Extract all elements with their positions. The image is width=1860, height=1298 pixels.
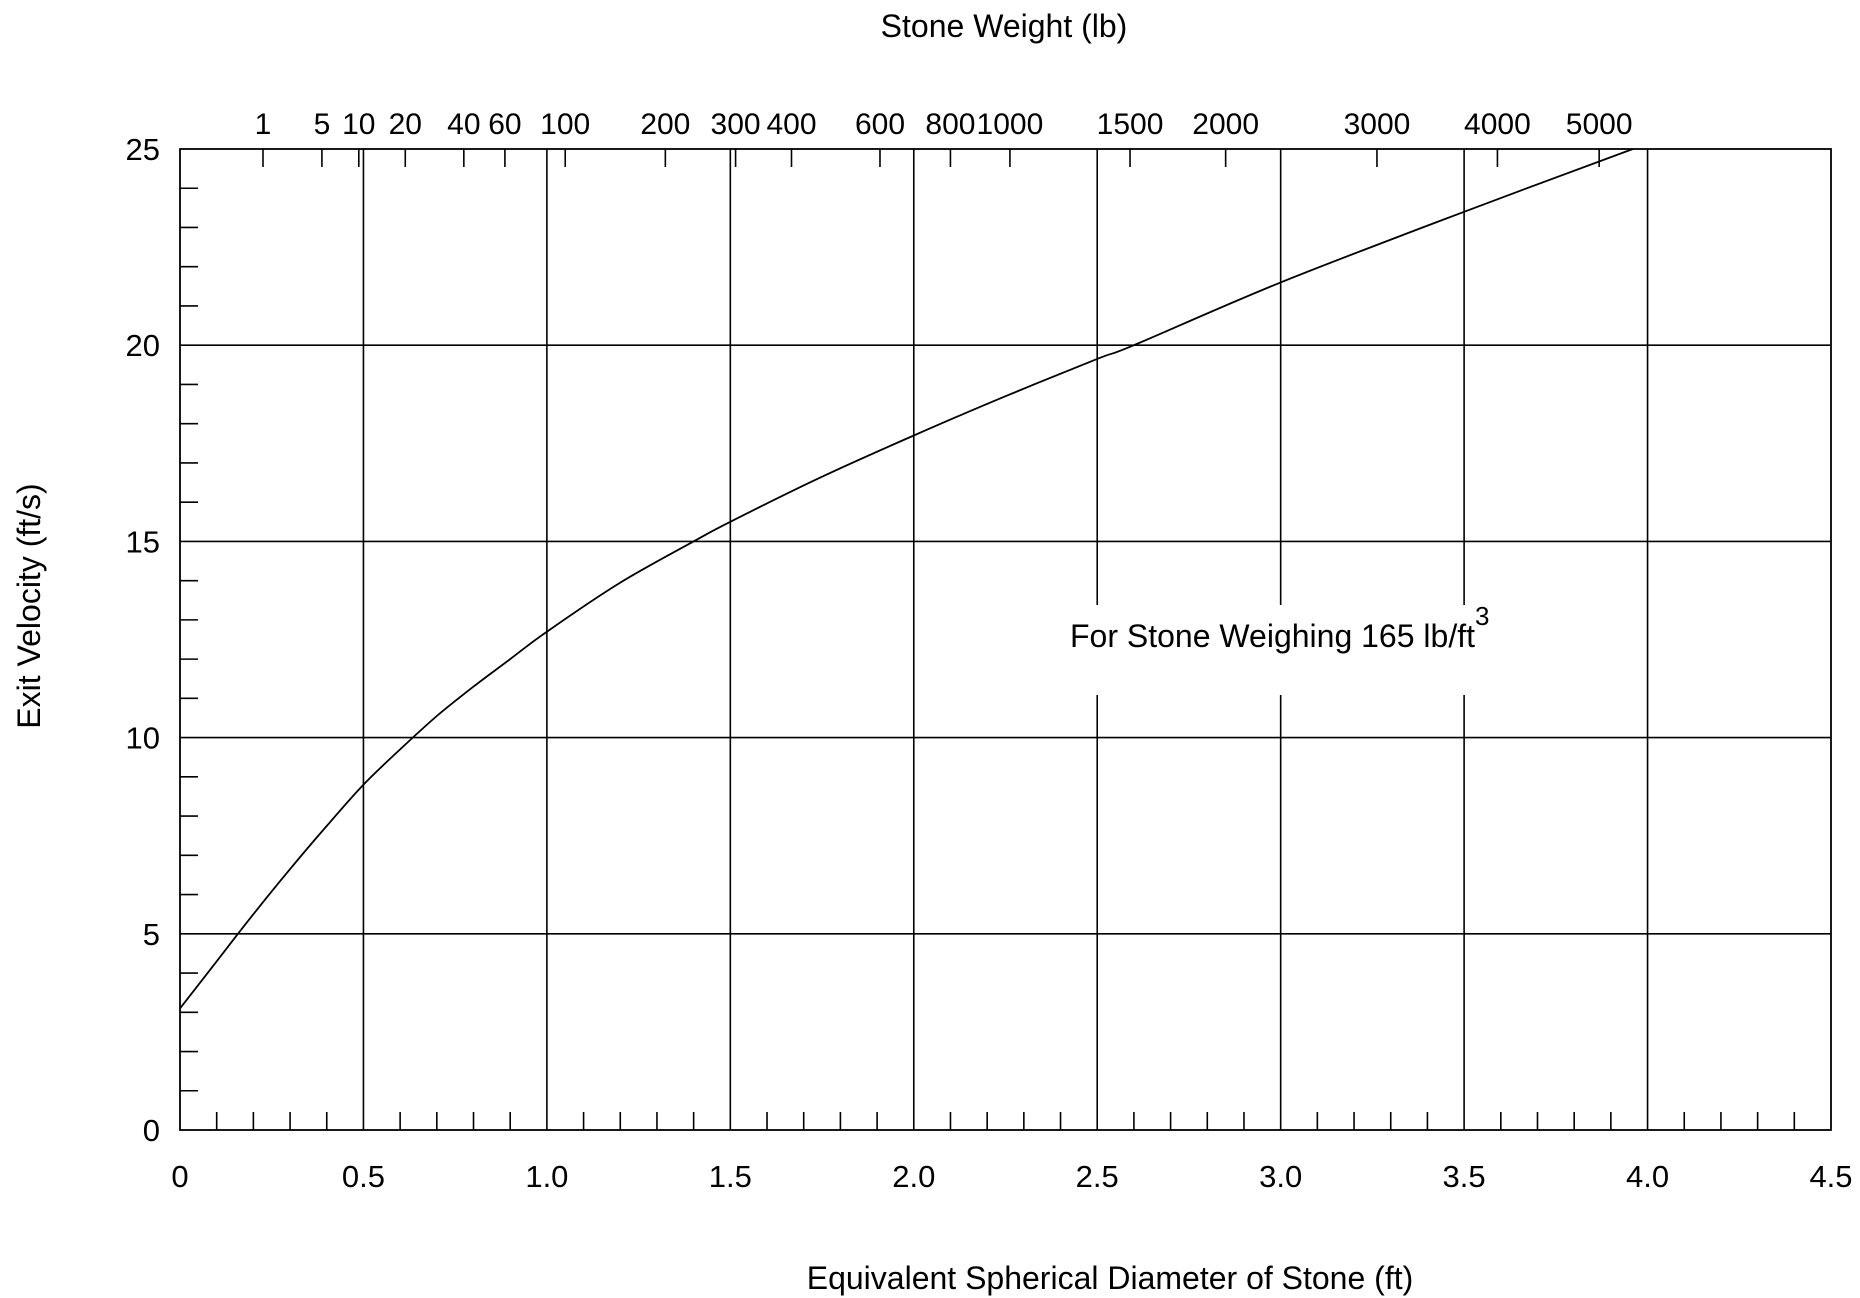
x-tick-label: 4.5: [1809, 1159, 1852, 1194]
top-tick-label: 20: [389, 108, 422, 141]
y-tick-label: 10: [126, 721, 160, 756]
y-axis-title: Exit Velocity (ft/s): [11, 483, 47, 728]
top-tick-label: 400: [766, 108, 816, 141]
y-tick-label: 0: [143, 1113, 160, 1148]
x-tick-label: 0.5: [342, 1159, 385, 1194]
top-tick-label: 2000: [1192, 108, 1259, 141]
top-tick-label: 1500: [1097, 108, 1164, 141]
x-tick-labels: 0 0.5 1.0 1.5 2.0 2.5 3.0 3.5 4.0 4.5: [171, 1159, 1852, 1194]
annotation: For Stone Weighing 165 lb/ft3: [1070, 601, 1489, 654]
y-tick-label: 15: [126, 524, 160, 559]
x-tick-label: 1.0: [525, 1159, 568, 1194]
annotation-text: For Stone Weighing 165 lb/ft: [1070, 618, 1475, 654]
y-tick-label: 25: [126, 132, 160, 167]
top-tick-label: 600: [855, 108, 905, 141]
top-tick-label: 3000: [1344, 108, 1411, 141]
top-tick-label: 4000: [1464, 108, 1531, 141]
x-tick-label: 1.5: [709, 1159, 752, 1194]
grid-lines: [180, 149, 1831, 1130]
y-tick-labels: 0 5 10 15 20 25: [126, 132, 160, 1148]
x-tick-label: 2.5: [1076, 1159, 1119, 1194]
x-tick-label: 2.0: [892, 1159, 935, 1194]
top-tick-label: 100: [540, 108, 590, 141]
top-tick-label: 1: [255, 108, 272, 141]
annotation-background: [1060, 605, 1520, 695]
top-tick-label: 800: [925, 108, 975, 141]
x-tick-label: 0: [171, 1159, 188, 1194]
annotation-superscript: 3: [1475, 601, 1489, 631]
top-tick-label: 300: [711, 108, 761, 141]
plot-frame: [179, 148, 1832, 1131]
top-tick-label: 10: [342, 108, 375, 141]
top-axis-title: Stone Weight (lb): [881, 8, 1128, 44]
x-axis-title: Equivalent Spherical Diameter of Stone (…: [807, 1260, 1414, 1296]
top-tick-label: 1000: [977, 108, 1044, 141]
x-tick-label: 3.5: [1443, 1159, 1486, 1194]
x-tick-label: 3.0: [1259, 1159, 1302, 1194]
top-tick-label: 60: [488, 108, 521, 141]
y-tick-label: 5: [143, 917, 160, 952]
y-tick-label: 20: [126, 328, 160, 363]
top-tick-label: 5: [314, 108, 331, 141]
top-tick-labels: 1 5 10 20 40 60 100 200 300 400 600 800 1000 1500 2000…: [255, 108, 1633, 141]
top-tick-label: 5000: [1566, 108, 1633, 141]
top-tick-label: 40: [447, 108, 480, 141]
top-tick-label: 200: [640, 108, 690, 141]
top-axis-ticks: [262, 149, 1600, 167]
x-tick-label: 4.0: [1626, 1159, 1669, 1194]
tick-marks: [180, 187, 1796, 1130]
series-line-exit-velocity: [179, 148, 1634, 1009]
